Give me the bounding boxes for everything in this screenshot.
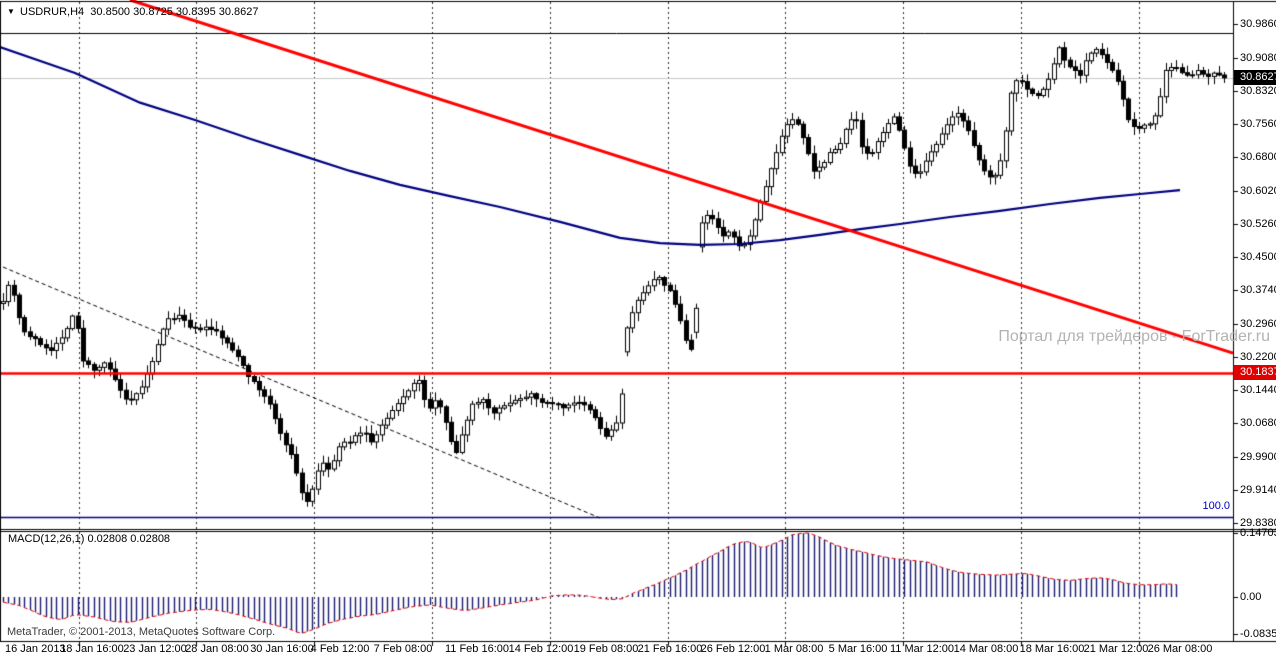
time-tick-label: 30 Jan 16:00 [250,643,314,655]
time-tick-label: 1 Mar 08:00 [764,643,824,655]
fib-level-label: 100.0 [1202,500,1230,512]
time-tick-label: 21 Feb 16:00 [637,643,703,655]
price-tick-label: 30.5260 [1240,217,1276,230]
time-tick-label: 19 Feb 08:00 [573,643,639,655]
time-tick-label: 7 Feb 08:00 [373,643,433,655]
time-tick-label: 4 Feb 12:00 [310,643,370,655]
price-tick-label: 30.7560 [1240,117,1276,130]
price-tick-label: 30.9080 [1240,51,1276,64]
time-tick-label: 21 Mar 12:00 [1083,643,1149,655]
time-tick-label: 18 Jan 16:00 [60,643,124,655]
time-tick-label: 26 Mar 08:00 [1147,643,1213,655]
price-tick-label: 30.6800 [1240,151,1276,163]
copyright-label: MetaTrader, © 2001-2013, MetaQuotes Soft… [7,626,276,638]
price-tick-label: 30.6020 [1240,184,1276,197]
price-tick-label: 30.2960 [1240,318,1276,331]
watermark: Портал для трейдеров - ForTrader.ru [998,328,1270,345]
price-tick-label: 29.9900 [1240,451,1276,464]
time-tick-label: 14 Feb 12:00 [508,643,574,655]
macd-tick-label: -0.08357 [1240,627,1276,640]
price-tick-label: 30.0680 [1240,417,1276,430]
current-price-badge: 30.8627 [1234,70,1276,86]
macd-tick-label: 0.00 [1240,591,1262,604]
time-tick-label: 11 Feb 16:00 [444,643,510,655]
price-tick-label: 30.9860 [1240,17,1276,30]
time-tick-label: 5 Mar 16:00 [828,643,888,655]
chart-title: USDRUR,H4 30.8500 30.8725 30.8395 30.862… [20,6,259,18]
time-tick-label: 14 Mar 08:00 [953,643,1019,655]
symbol-dropdown-icon[interactable]: ▼ [7,7,15,16]
horizontal-line-badge: 30.1837 [1234,365,1276,381]
time-tick-label: 16 Jan 2013 [5,643,66,655]
macd-indicator-label: MACD(12,26,1) 0.02808 0.02808 [8,533,171,545]
time-tick-label: 11 Mar 12:00 [889,643,955,655]
time-tick-label: 18 Mar 16:00 [1019,643,1085,655]
price-tick-label: 30.2200 [1240,351,1276,364]
time-tick-label: 23 Jan 12:00 [123,643,187,655]
price-tick-label: 30.1440 [1240,384,1276,397]
price-tick-label: 29.8380 [1240,517,1276,530]
price-tick-label: 30.8320 [1240,84,1276,97]
time-tick-label: 26 Feb 12:00 [700,643,766,655]
time-tick-label: 28 Jan 08:00 [185,643,249,655]
price-tick-label: 29.9140 [1240,484,1276,497]
price-tick-label: 30.4500 [1240,251,1276,264]
macd-tick-label: 0.14703 [1240,526,1276,539]
price-tick-label: 30.3740 [1240,284,1276,297]
